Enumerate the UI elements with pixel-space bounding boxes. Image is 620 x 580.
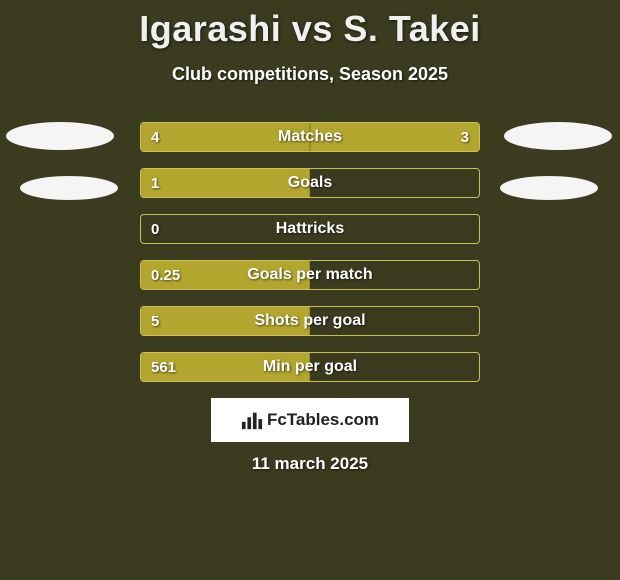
subtitle: Club competitions, Season 2025: [0, 64, 620, 85]
date-text: 11 march 2025: [0, 454, 620, 474]
stat-value-right: 3: [461, 123, 469, 151]
stat-bar: Matches43: [140, 122, 480, 152]
stat-value-left: 0: [151, 215, 159, 243]
stat-value-left: 561: [151, 353, 176, 381]
placeholder-ellipse: [20, 176, 118, 200]
stat-value-left: 1: [151, 169, 159, 197]
player-right-name: S. Takei: [343, 8, 480, 49]
bar-fill-left: [141, 123, 310, 151]
stat-value-left: 4: [151, 123, 159, 151]
bar-fill-left: [141, 307, 310, 335]
placeholder-ellipse: [500, 176, 598, 200]
stats-bars: Matches43Goals1Hattricks0Goals per match…: [140, 122, 480, 398]
brand-badge: FcTables.com: [211, 398, 409, 442]
bars-icon: [241, 410, 263, 430]
stat-bar: Shots per goal5: [140, 306, 480, 336]
stat-value-left: 5: [151, 307, 159, 335]
stat-bar: Goals per match0.25: [140, 260, 480, 290]
bar-fill-right: [310, 123, 479, 151]
placeholder-ellipse: [504, 122, 612, 150]
stat-value-left: 0.25: [151, 261, 180, 289]
stat-bar: Goals1: [140, 168, 480, 198]
bar-fill-left: [141, 169, 310, 197]
page-title: Igarashi vs S. Takei: [0, 0, 620, 50]
stat-bar: Hattricks0: [140, 214, 480, 244]
brand-text: FcTables.com: [267, 410, 379, 430]
player-left-name: Igarashi: [139, 8, 281, 49]
stat-label: Hattricks: [141, 215, 479, 243]
stat-bar: Min per goal561: [140, 352, 480, 382]
vs-text: vs: [292, 8, 333, 49]
placeholder-ellipse: [6, 122, 114, 150]
